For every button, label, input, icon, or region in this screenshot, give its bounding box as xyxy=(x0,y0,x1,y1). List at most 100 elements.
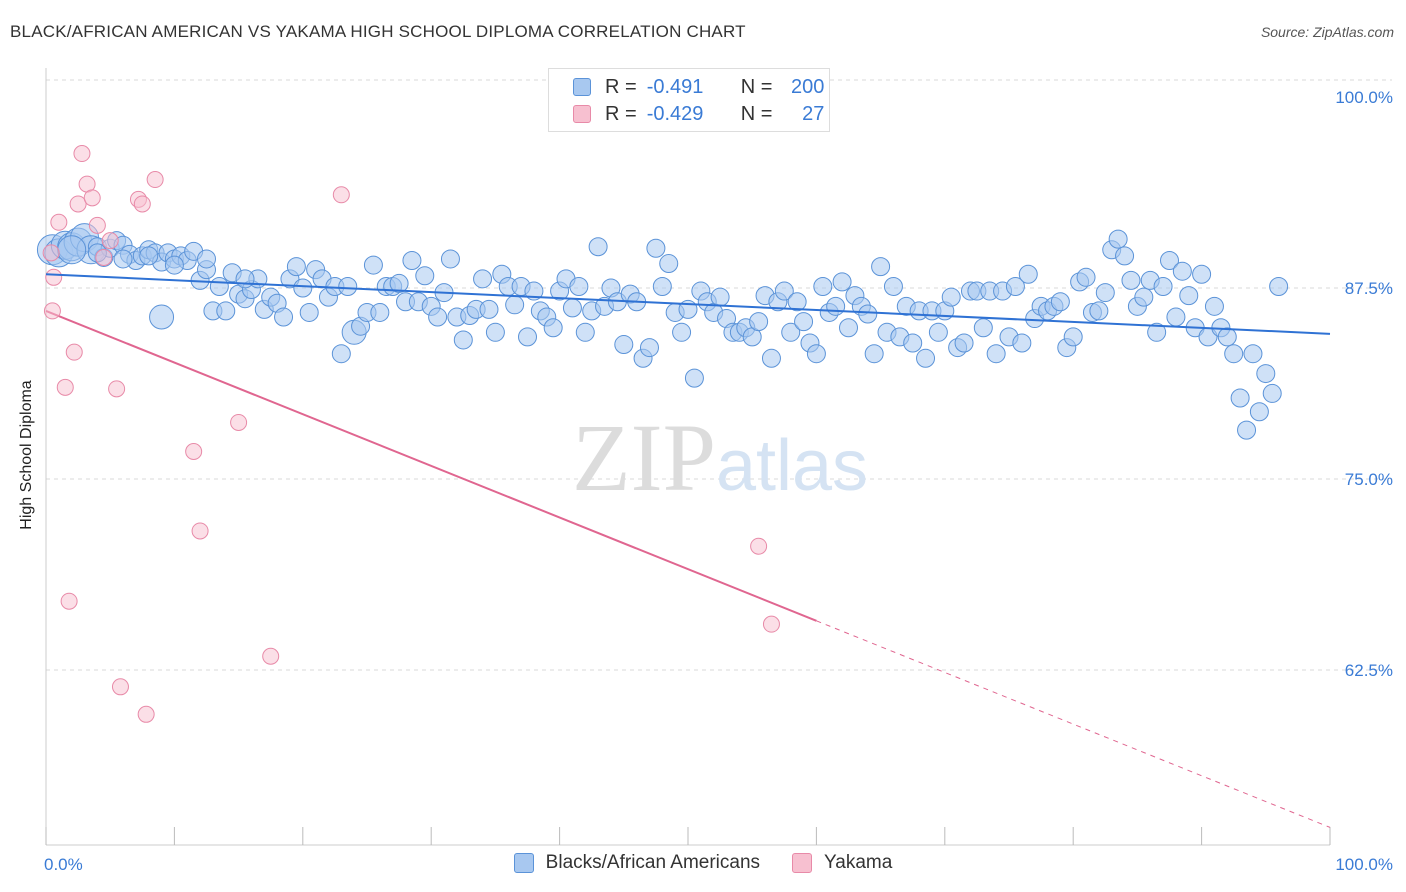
yakama-point xyxy=(230,413,248,431)
blacks-point xyxy=(363,255,383,275)
blacks-point xyxy=(684,368,704,388)
yakama-point xyxy=(108,380,126,398)
yakama-point xyxy=(101,232,119,250)
blacks-point xyxy=(1262,383,1282,403)
blacks-point xyxy=(1050,292,1070,312)
blacks-point xyxy=(813,276,833,296)
blacks-point xyxy=(113,249,133,269)
blacks-point xyxy=(331,344,351,364)
blacks-point xyxy=(916,348,936,368)
blacks-point xyxy=(1005,276,1025,296)
y-tick-label: 100.0% xyxy=(1335,88,1393,107)
blacks-point xyxy=(209,276,229,296)
r-value: -0.491 xyxy=(646,75,704,98)
n-value: 200 xyxy=(791,75,825,98)
blacks-point xyxy=(1018,264,1038,284)
blacks-point xyxy=(1179,286,1199,306)
blacks-trend-line xyxy=(45,273,1331,335)
blacks-point xyxy=(864,344,884,364)
yakama-point xyxy=(95,248,113,266)
stats-legend: R = -0.491 N = 200 R = -0.429 N = 27 xyxy=(548,68,830,132)
y-tick-label: 75.0% xyxy=(1345,470,1393,489)
pink-swatch xyxy=(792,853,813,873)
blacks-point xyxy=(1089,301,1109,321)
blacks-point xyxy=(569,276,589,296)
blacks-point xyxy=(1115,246,1135,266)
yakama-point xyxy=(83,189,101,207)
watermark: ZIPatlas xyxy=(572,404,868,511)
yakama-point xyxy=(762,615,780,633)
yakama-point xyxy=(88,216,106,234)
blacks-point xyxy=(928,322,948,342)
blue-swatch xyxy=(513,853,534,873)
yakama-point xyxy=(43,302,61,320)
blacks-point xyxy=(954,333,974,353)
r-label: R = xyxy=(605,75,637,98)
yakama-point xyxy=(146,171,164,189)
blacks-point xyxy=(1147,322,1167,342)
blacks-point xyxy=(440,249,460,269)
yakama-point xyxy=(50,213,68,231)
blacks-point xyxy=(293,278,313,298)
blacks-point xyxy=(761,348,781,368)
yakama-point xyxy=(111,678,129,696)
series-legend: Blacks/African Americans Yakama xyxy=(0,852,1406,874)
blacks-point xyxy=(197,249,216,269)
blacks-point xyxy=(1012,333,1032,353)
blacks-point xyxy=(774,281,794,301)
pink-swatch xyxy=(573,105,591,123)
blue-swatch xyxy=(573,78,591,96)
yakama-point xyxy=(45,268,63,286)
blacks-point xyxy=(1224,344,1244,364)
blacks-point xyxy=(639,338,659,358)
yakama-point xyxy=(42,244,60,262)
blacks-point xyxy=(1217,327,1237,347)
blacks-point xyxy=(832,272,852,292)
x-tick-label: 0.0% xyxy=(44,855,83,874)
blacks-point xyxy=(781,322,801,342)
r-value: -0.429 xyxy=(646,102,704,125)
legend-item-blacks: Blacks/African Americans xyxy=(513,852,760,874)
blacks-point xyxy=(1249,402,1269,422)
blacks-point xyxy=(1256,364,1276,384)
blacks-point xyxy=(941,287,961,307)
r-label: R = xyxy=(605,102,637,125)
yakama-point xyxy=(133,195,151,213)
blacks-point xyxy=(1108,229,1128,249)
blacks-point xyxy=(1095,283,1115,303)
blacks-point xyxy=(672,322,692,342)
yakama-point xyxy=(137,705,155,723)
yakama-point xyxy=(69,195,87,213)
blacks-point xyxy=(428,307,448,327)
blacks-point xyxy=(1063,327,1083,347)
blacks-point xyxy=(57,235,87,265)
yakama-trend-solid xyxy=(45,309,817,622)
blacks-trend xyxy=(45,273,1331,335)
x-tick-label: 100.0% xyxy=(1335,855,1393,874)
blacks-point xyxy=(659,254,679,274)
blacks-point xyxy=(973,318,993,338)
y-tick-label: 87.5% xyxy=(1345,279,1393,298)
blacks-point xyxy=(903,333,923,353)
blacks-point xyxy=(1134,287,1154,307)
blacks-point xyxy=(794,312,814,332)
blacks-point xyxy=(986,344,1006,364)
blacks-point xyxy=(1076,267,1096,287)
blacks-point xyxy=(389,273,409,293)
yakama-point xyxy=(60,592,78,610)
blacks-point xyxy=(164,255,184,275)
blacks-point xyxy=(1153,276,1173,296)
blacks-point xyxy=(871,257,891,277)
blacks-point xyxy=(274,307,294,327)
source-label: Source: ZipAtlas.com xyxy=(1260,24,1394,40)
blacks-point xyxy=(1172,261,1192,281)
blacks-point xyxy=(518,327,537,347)
blacks-point xyxy=(1269,276,1289,296)
blacks-point xyxy=(216,301,236,321)
blacks-point xyxy=(149,304,175,330)
blacks-point xyxy=(370,302,390,322)
blacks-point xyxy=(646,238,666,258)
yakama-point xyxy=(185,442,203,460)
blacks-point xyxy=(787,292,807,312)
blacks-point xyxy=(588,237,608,257)
